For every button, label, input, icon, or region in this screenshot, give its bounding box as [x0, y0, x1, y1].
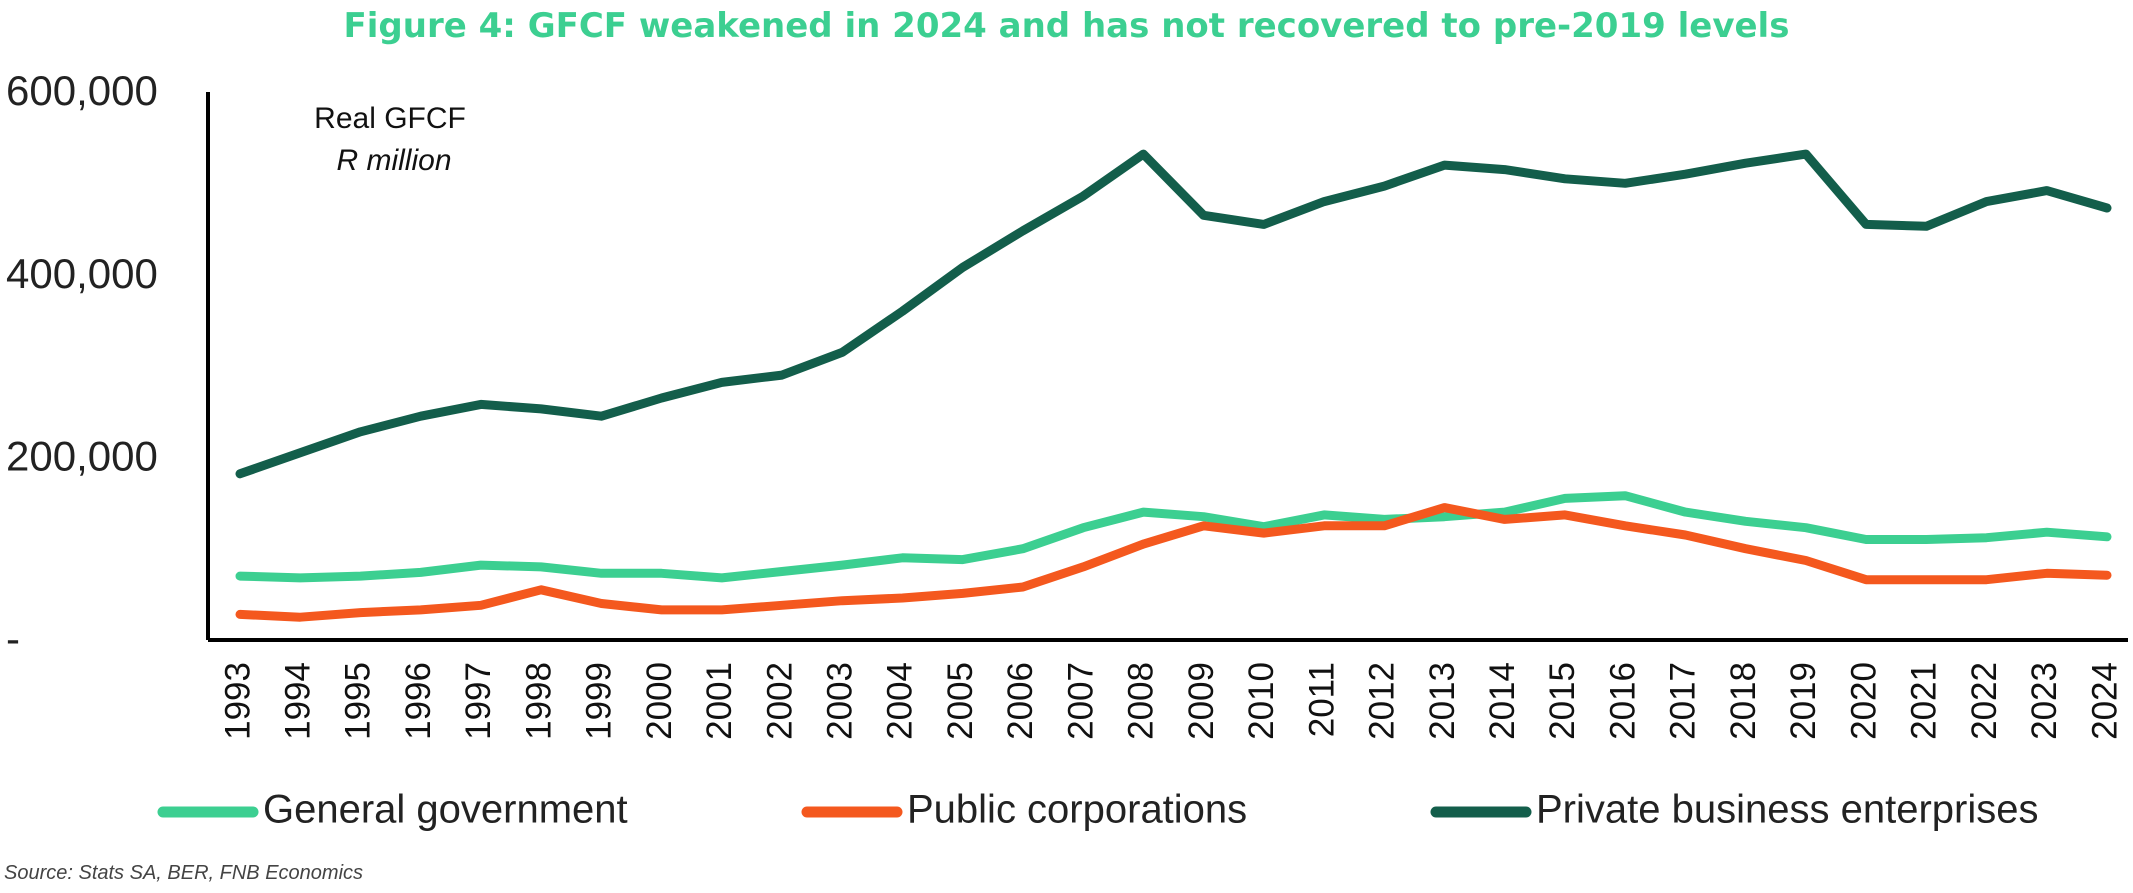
- x-tick-label: 1994: [278, 662, 317, 740]
- x-tick-label: 1996: [399, 662, 438, 740]
- x-tick-label: 2003: [821, 662, 860, 740]
- chart-axes: [206, 92, 2128, 642]
- x-tick-label: 2012: [1363, 662, 1402, 740]
- x-tick-label: 2014: [1483, 662, 1522, 740]
- x-tick-label: 1999: [580, 662, 619, 740]
- x-tick-label: 2021: [1905, 662, 1944, 740]
- x-tick-label: 2020: [1844, 662, 1883, 740]
- series-line-public-corporations: [235, 503, 2112, 622]
- x-tick-label: 2018: [1724, 662, 1763, 740]
- x-tick-label: 2006: [1001, 662, 1040, 740]
- annotation-subtitle: R million: [336, 144, 451, 177]
- x-tick-label: 1998: [519, 662, 558, 740]
- y-tick-label: -: [6, 615, 20, 662]
- x-tick-label: 2024: [2085, 662, 2124, 740]
- x-tick-label: 2019: [1784, 662, 1823, 740]
- legend-label: General government: [263, 788, 628, 832]
- chart-legend: General government Public corporations Pri…: [157, 788, 2038, 832]
- y-tick-label: 400,000: [6, 250, 158, 297]
- series-line-general-government: [235, 491, 2112, 583]
- x-tick-label: 1995: [339, 662, 378, 740]
- x-tick-label: 2016: [1603, 662, 1642, 740]
- source-note: Source: Stats SA, BER, FNB Economics: [4, 862, 364, 884]
- chart-annotation: Real GFCF R million: [314, 102, 466, 177]
- x-tick-label: 2022: [1965, 662, 2004, 740]
- x-tick-label: 2008: [1122, 662, 1161, 740]
- series-line-private-business-enterprises: [235, 149, 2112, 479]
- series-lines: [235, 149, 2112, 622]
- x-axis-ticks: 1993 1994 1995 1996 1997 1998 1999 2000 2001 2002…: [218, 662, 2124, 740]
- chart-title: Figure 4: GFCF weakened in 2024 and has …: [343, 6, 1790, 46]
- legend-label: Private business enterprises: [1536, 788, 2038, 832]
- x-tick-label: 2015: [1543, 662, 1582, 740]
- legend-label: Public corporations: [907, 788, 1247, 832]
- x-tick-label: 2002: [760, 662, 799, 740]
- y-tick-label: 600,000: [6, 67, 158, 114]
- y-axis-ticks: - 200,000 400,000 600,000: [6, 67, 158, 662]
- x-tick-label: 2001: [700, 662, 739, 740]
- x-tick-label: 2009: [1182, 662, 1221, 740]
- x-tick-label: 2017: [1664, 662, 1703, 740]
- x-tick-label: 2004: [881, 662, 920, 740]
- annotation-title: Real GFCF: [314, 102, 466, 135]
- x-tick-label: 2011: [1302, 662, 1341, 737]
- y-tick-label: 200,000: [6, 432, 158, 479]
- x-tick-label: 2000: [640, 662, 679, 740]
- x-tick-label: 1993: [218, 662, 257, 740]
- x-tick-label: 2005: [941, 662, 980, 740]
- x-tick-label: 2023: [2025, 662, 2064, 740]
- x-tick-label: 2013: [1423, 662, 1462, 740]
- x-tick-label: 2007: [1061, 662, 1100, 740]
- x-tick-label: 1997: [459, 662, 498, 740]
- x-tick-label: 2010: [1242, 662, 1281, 740]
